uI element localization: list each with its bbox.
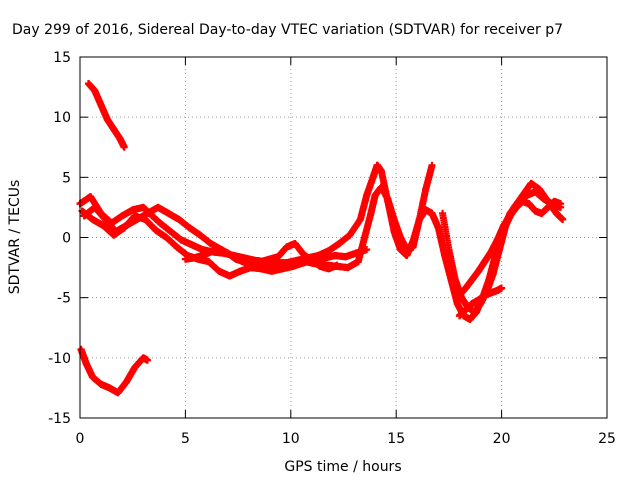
data-point: [557, 200, 565, 208]
data-point: [143, 356, 151, 364]
y-tick-label: 15: [53, 50, 71, 66]
x-axis-label: GPS time / hours: [284, 459, 401, 475]
data-points: [76, 79, 567, 397]
y-axis: -15 -10 -5 0 5 10 15: [48, 50, 607, 427]
data-point: [428, 161, 436, 169]
series-track-a: [84, 79, 128, 151]
y-tick-label: -15: [48, 411, 71, 427]
y-tick-label: 5: [62, 170, 71, 186]
series-track-b: [77, 345, 151, 397]
data-point: [333, 261, 341, 269]
data-point: [559, 215, 567, 223]
y-tick-label: 0: [62, 231, 71, 247]
series-track-i: [455, 197, 565, 299]
series-track-c: [76, 161, 565, 323]
x-tick-label: 25: [598, 431, 616, 447]
x-tick-label: 10: [282, 431, 300, 447]
x-axis: 0 5 10 15 20 25: [76, 57, 616, 447]
y-tick-label: -10: [48, 351, 71, 367]
y-tick-label: 10: [53, 110, 71, 126]
data-point: [120, 143, 128, 151]
series-track-f: [181, 240, 341, 273]
y-axis-label: SDTVAR / TECUs: [7, 180, 23, 295]
chart-title: Day 299 of 2016, Sidereal Day-to-day VTE…: [12, 22, 563, 38]
plot-frame: [79, 56, 608, 419]
x-tick-label: 5: [181, 431, 190, 447]
series-track-h: [455, 284, 506, 320]
data-point: [363, 246, 371, 254]
x-tick-label: 20: [493, 431, 511, 447]
data-point: [498, 284, 506, 292]
y-tick-label: -5: [57, 291, 71, 307]
x-tick-label: 0: [76, 431, 85, 447]
x-tick-label: 15: [387, 431, 405, 447]
